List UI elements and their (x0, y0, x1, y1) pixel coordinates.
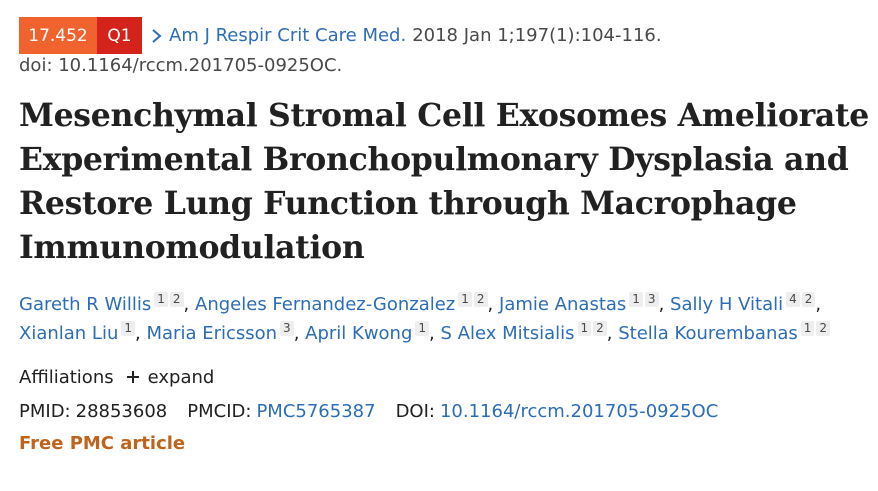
affiliation-ref[interactable]: 1 (154, 292, 168, 307)
article-title: Mesenchymal Stromal Cell Exosomes Amelio… (19, 97, 870, 266)
author-name-link[interactable]: Xianlan Liu (19, 323, 119, 344)
author-name-link[interactable]: Jamie Anastas (499, 294, 627, 315)
author-separator: , (135, 323, 141, 344)
affiliation-ref[interactable]: 1 (121, 321, 136, 336)
author-item: April Kwong 1, (305, 321, 435, 344)
affiliation-ref[interactable]: 1 (629, 292, 643, 307)
doi-link[interactable]: 10.1164/rccm.201705-0925OC (439, 400, 719, 422)
free-pmc-article-link[interactable]: Free PMC article (19, 433, 186, 454)
affiliation-ref[interactable]: 1 (415, 321, 430, 336)
author-item: Gareth R Willis 1 2, (19, 292, 190, 315)
affiliation-ref[interactable]: 2 (169, 292, 184, 307)
affiliation-ref[interactable]: 2 (816, 321, 831, 336)
author-item: Maria Ericsson 3, (146, 321, 300, 344)
affiliation-ref[interactable]: 3 (280, 321, 294, 336)
affiliation-ref[interactable]: 1 (458, 292, 472, 307)
chevron-right-icon[interactable] (150, 27, 163, 45)
expand-label: expand (147, 366, 215, 388)
journal-link[interactable]: Am J Respir Crit Care Med. (169, 25, 407, 46)
author-item: Sally H Vitali 4 2, (670, 292, 822, 315)
author-name-link[interactable]: Angeles Fernandez-Gonzalez (195, 294, 456, 315)
citation-line: 17.452 Q1 Am J Respir Crit Care Med. 201… (19, 17, 869, 54)
affiliation-ref[interactable]: 2 (801, 292, 816, 307)
author-item: S Alex Mitsialis 1 2, (440, 321, 613, 344)
doi-label: DOI: (395, 400, 435, 422)
impact-score-badge: 17.452 (19, 17, 97, 54)
plus-icon (126, 371, 139, 383)
author-item: Stella Kourembanas 1 2 (618, 321, 831, 344)
author-separator: , (183, 294, 190, 315)
author-name-link[interactable]: Stella Kourembanas (618, 323, 798, 344)
quartile-badge: Q1 (97, 17, 142, 54)
author-separator: , (293, 323, 300, 344)
author-name-link[interactable]: April Kwong (305, 323, 413, 344)
authors-list: Gareth R Willis 1 2, Angeles Fernandez-Gon… (19, 290, 859, 348)
author-separator: , (487, 294, 494, 315)
affiliations-expand-button[interactable]: expand (126, 366, 215, 388)
author-separator: , (606, 323, 613, 344)
citation-doi: doi: 10.1164/rccm.201705-0925OC. (19, 55, 343, 76)
author-separator: , (658, 294, 665, 315)
pmcid-label: PMCID: (187, 400, 252, 422)
pmid-label: PMID: (19, 400, 71, 422)
affiliation-ref[interactable]: 1 (800, 321, 815, 336)
author-item: Angeles Fernandez-Gonzalez 1 2, (195, 292, 494, 315)
affiliations-row: Affiliations expand (19, 364, 869, 390)
author-separator: , (815, 294, 822, 315)
identifiers-row: PMID: 28853608 PMCID: PMC5765387 DOI: 10… (19, 398, 869, 424)
citation-date-volume: 2018 Jan 1;197(1):104-116. (412, 25, 662, 46)
affiliation-ref[interactable]: 3 (644, 292, 659, 307)
author-name-link[interactable]: Gareth R Willis (19, 294, 152, 315)
affiliation-ref[interactable]: 1 (577, 321, 592, 336)
affiliation-ref[interactable]: 4 (786, 292, 800, 307)
affiliation-ref[interactable]: 2 (593, 321, 607, 336)
author-item: Xianlan Liu 1, (19, 321, 141, 344)
author-name-link[interactable]: Maria Ericsson (146, 323, 278, 344)
pmid-value: 28853608 (75, 400, 168, 422)
affiliation-ref[interactable]: 2 (473, 292, 488, 307)
affiliations-label: Affiliations (19, 366, 114, 388)
author-item: Jamie Anastas 1 3, (499, 292, 665, 315)
author-name-link[interactable]: Sally H Vitali (670, 294, 784, 315)
author-separator: , (429, 323, 435, 344)
article-header: 17.452 Q1 Am J Respir Crit Care Med. 201… (19, 17, 869, 459)
pmcid-link[interactable]: PMC5765387 (256, 400, 376, 422)
author-name-link[interactable]: S Alex Mitsialis (440, 323, 575, 344)
